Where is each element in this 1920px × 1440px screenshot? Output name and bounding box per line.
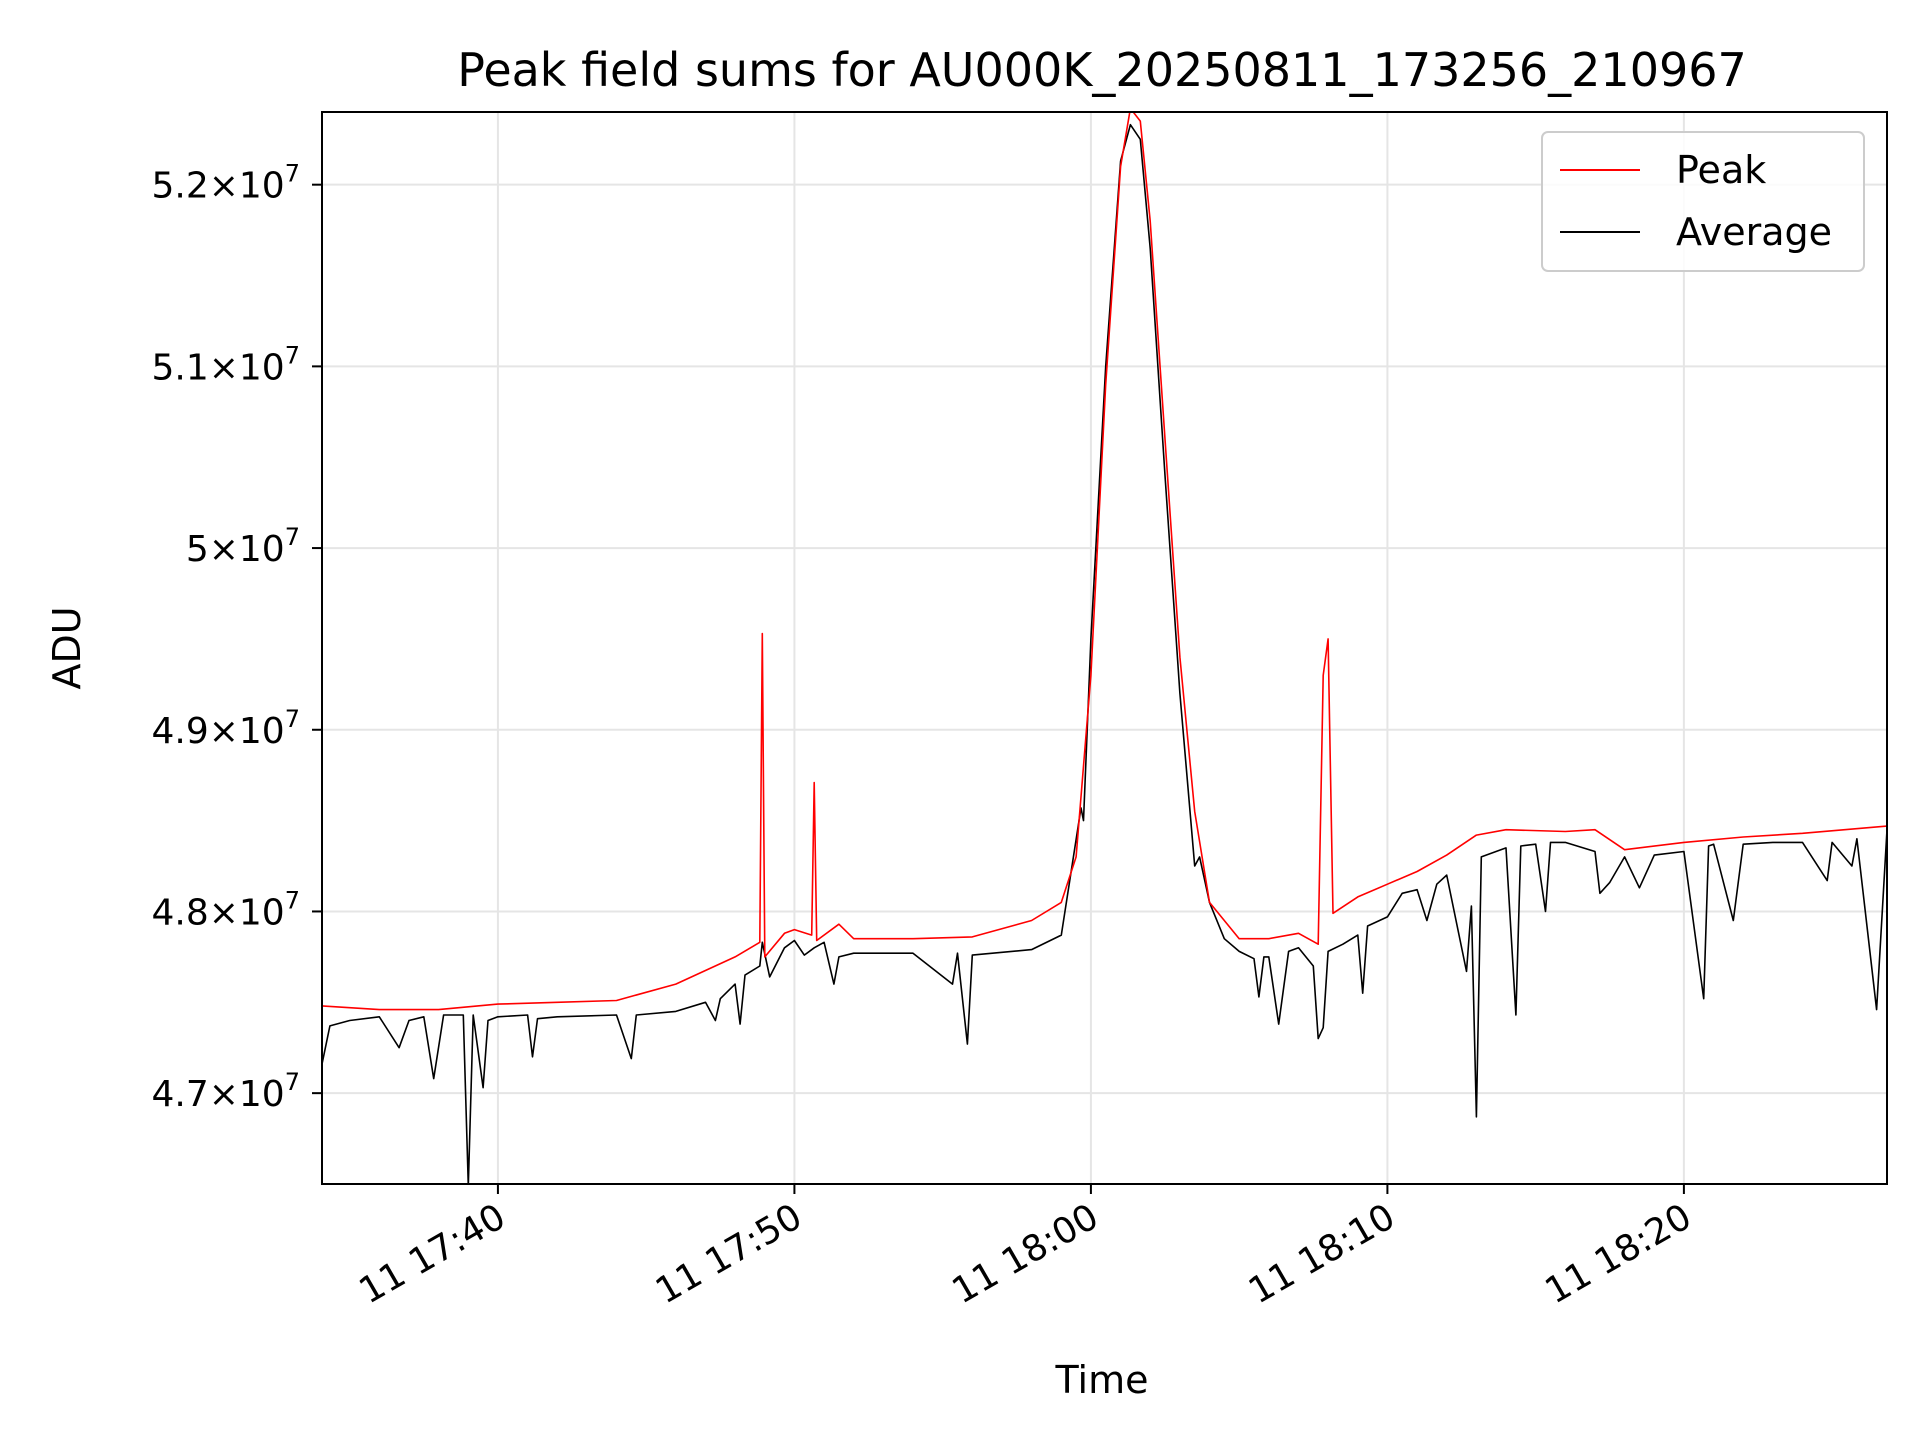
y-tick-label: 4.8×107	[151, 886, 300, 933]
series-peak-line	[322, 112, 1887, 1011]
legend: Peak Average	[1541, 131, 1865, 272]
x-tick-label: 11 17:40	[352, 1196, 512, 1312]
x-tick-label: 11 17:50	[649, 1196, 809, 1312]
legend-box	[1541, 131, 1865, 272]
plot-lines	[322, 112, 1887, 1184]
x-axis-label: Time	[1055, 1358, 1149, 1402]
y-tick-label: 4.7×107	[151, 1068, 300, 1115]
x-tick-label: 11 18:10	[1242, 1196, 1402, 1312]
series-average-line	[322, 123, 1887, 1184]
legend-label-average: Average	[1676, 210, 1832, 254]
y-tick-label: 5.2×107	[151, 160, 300, 207]
grid	[322, 112, 1887, 1184]
x-tick-label: 11 18:00	[945, 1196, 1105, 1312]
y-axis: 4.7×107 4.8×107 4.9×107 5×107 5.1×107 5.2×107	[151, 160, 322, 1115]
y-tick-label: 5.1×107	[151, 341, 300, 388]
plot-frame	[321, 111, 1888, 1185]
x-tick-label: 11 18:20	[1538, 1196, 1698, 1312]
chart-title: Peak field sums for AU000K_20250811_1732…	[457, 43, 1747, 97]
y-tick-label: 5×107	[186, 523, 300, 570]
y-axis-label: ADU	[45, 606, 89, 689]
legend-label-peak: Peak	[1676, 148, 1766, 192]
x-axis: 11 17:40 11 17:50 11 18:00 11 18:10 11 18:20	[352, 1184, 1698, 1312]
y-tick-label: 4.9×107	[151, 705, 300, 752]
